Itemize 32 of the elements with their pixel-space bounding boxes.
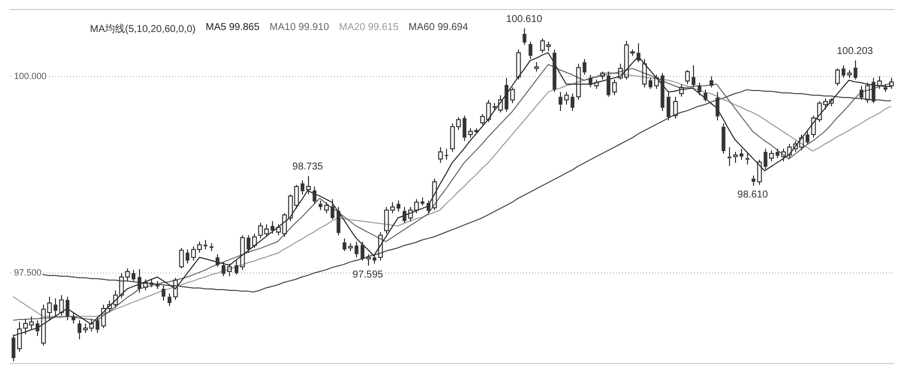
candlestick bbox=[552, 49, 556, 93]
candlestick bbox=[312, 186, 316, 204]
text: MA均线(5,10,20,60,0,0) bbox=[90, 22, 196, 36]
candlestick bbox=[716, 92, 720, 121]
candlestick bbox=[746, 152, 750, 165]
candlestick bbox=[704, 89, 708, 102]
candlestick bbox=[522, 28, 526, 46]
annotation: MA5 99.865 bbox=[206, 22, 260, 35]
candlestick bbox=[210, 242, 214, 252]
annotation: MA20 99.615 bbox=[339, 22, 399, 35]
candlestick bbox=[528, 41, 532, 60]
candlestick bbox=[722, 123, 726, 154]
annotation: 100.610 bbox=[506, 14, 543, 26]
annotation: MA10 99.910 bbox=[270, 22, 330, 35]
y-tick-label: 100.000 bbox=[14, 70, 47, 81]
candlestick bbox=[666, 92, 670, 121]
annotation: MA60 99.694 bbox=[408, 22, 468, 35]
candlestick bbox=[336, 206, 340, 236]
candlestick bbox=[679, 84, 684, 98]
annotation: 100.203 bbox=[836, 46, 874, 58]
candlestick bbox=[884, 84, 888, 93]
candlestick bbox=[673, 96, 678, 120]
candlestick bbox=[216, 254, 220, 268]
annotation: 97.595 bbox=[352, 269, 384, 280]
candlestick bbox=[156, 280, 160, 290]
candlestick bbox=[534, 62, 539, 72]
candlestick bbox=[698, 82, 702, 96]
candlestick bbox=[710, 76, 714, 88]
candlestick bbox=[72, 312, 76, 324]
annotation: 98.735 bbox=[292, 162, 324, 173]
annotation: 98.610 bbox=[737, 189, 768, 200]
candlestick bbox=[162, 285, 166, 302]
